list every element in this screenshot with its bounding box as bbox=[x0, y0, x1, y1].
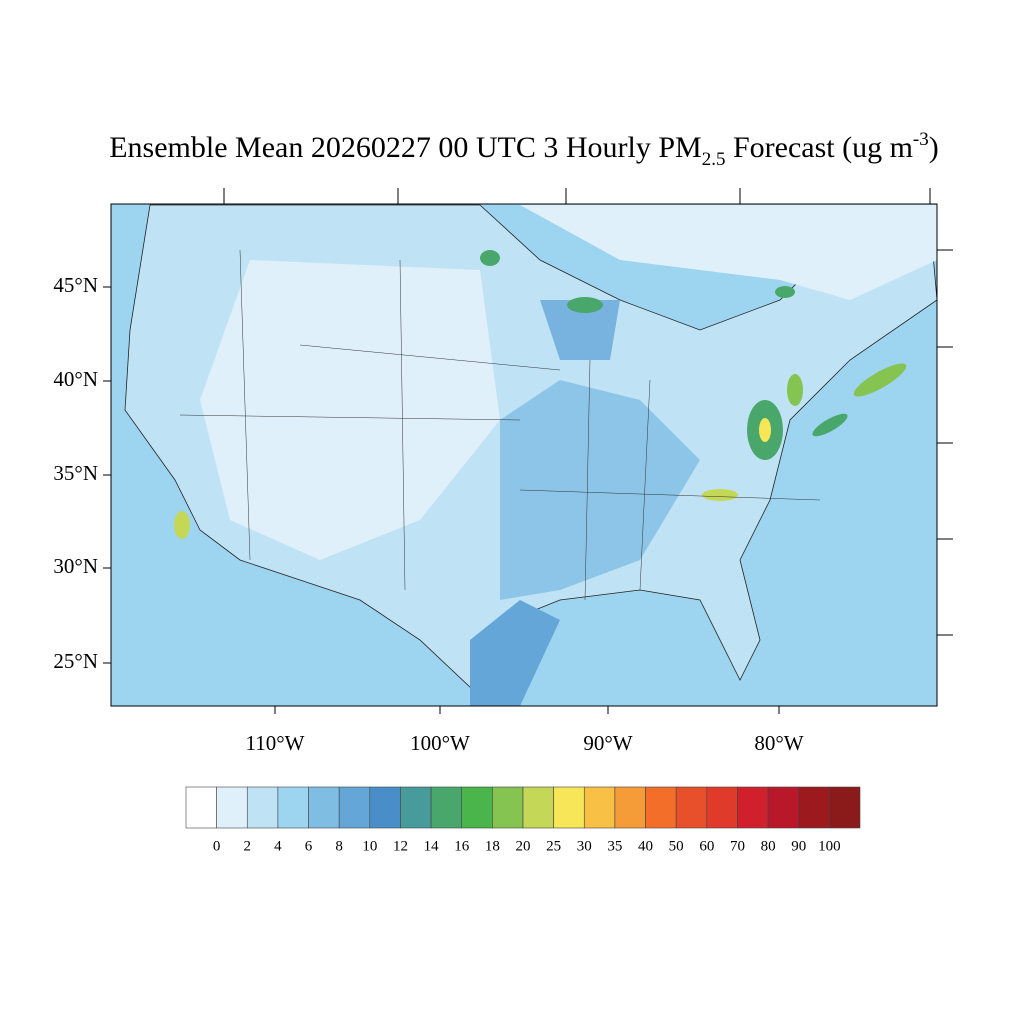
colorbar-box bbox=[492, 786, 524, 829]
colorbar-box bbox=[675, 786, 708, 829]
clean-air-region bbox=[520, 205, 937, 300]
clean-air-region bbox=[200, 260, 500, 560]
lon-label: 100°W bbox=[410, 731, 470, 755]
colorbar-label: 12 bbox=[393, 838, 408, 854]
lon-label: 110°W bbox=[246, 731, 305, 755]
state-borders bbox=[179, 249, 821, 601]
colorbar-box bbox=[338, 786, 371, 829]
colorbar-box bbox=[369, 786, 401, 829]
colorbar-label: 30 bbox=[577, 838, 592, 854]
colorbar-label: 40 bbox=[638, 838, 653, 854]
colorbar-box bbox=[461, 786, 493, 829]
colorbar-label: 25 bbox=[546, 838, 561, 854]
plume bbox=[853, 363, 907, 397]
colorbar-label: 60 bbox=[699, 838, 714, 854]
lat-label: 40°N bbox=[53, 367, 98, 391]
colorbar-label: 50 bbox=[669, 838, 684, 854]
plume bbox=[812, 413, 848, 437]
plume bbox=[775, 286, 795, 298]
lat-label: 30°N bbox=[53, 554, 98, 578]
colorbar-label: 16 bbox=[454, 838, 470, 854]
lat-label: 25°N bbox=[53, 649, 98, 673]
plume bbox=[787, 374, 803, 406]
colorbar-label: 90 bbox=[791, 838, 806, 854]
colorbar-label: 100 bbox=[818, 838, 841, 854]
colorbar-label: 70 bbox=[730, 838, 745, 854]
plume bbox=[480, 250, 500, 266]
map bbox=[111, 204, 937, 706]
axes: 45°N 40°N 35°N 30°N 25°N 110°W 100°W 90°W 80°W bbox=[53, 188, 953, 755]
plume bbox=[567, 297, 603, 313]
colorbar-box bbox=[706, 786, 738, 829]
haze-region bbox=[500, 380, 700, 600]
colorbar-box bbox=[246, 786, 279, 829]
colorbar-box bbox=[185, 786, 217, 829]
colorbar-box bbox=[430, 786, 463, 829]
lat-label: 35°N bbox=[53, 461, 98, 485]
haze-region bbox=[470, 600, 560, 706]
colorbar-label: 10 bbox=[362, 838, 377, 854]
colorbar-label: 80 bbox=[761, 838, 776, 854]
colorbar-box bbox=[798, 786, 830, 829]
colorbar-label: 6 bbox=[305, 838, 313, 854]
colorbar-box bbox=[216, 786, 248, 829]
lon-label: 80°W bbox=[754, 731, 803, 755]
title-subscript: 2.5 bbox=[702, 149, 726, 170]
colorbar-box bbox=[645, 786, 677, 829]
colorbar-box bbox=[553, 786, 585, 829]
title-close: ) bbox=[929, 131, 939, 164]
colorbar-label: 0 bbox=[213, 838, 221, 854]
plume bbox=[702, 489, 738, 501]
plume bbox=[759, 418, 771, 442]
title: Ensemble Mean 20260227 00 UTC 3 Hourly P… bbox=[109, 129, 939, 170]
haze-region bbox=[540, 300, 620, 360]
colorbar-label: 2 bbox=[244, 838, 252, 854]
colorbar-label: 18 bbox=[485, 838, 500, 854]
colorbar-box bbox=[522, 786, 554, 829]
colorbar-label: 35 bbox=[607, 838, 622, 854]
title-after: Forecast (ug m bbox=[725, 131, 912, 164]
colorbar-box bbox=[767, 786, 800, 829]
colorbar-box bbox=[614, 786, 646, 829]
map-frame bbox=[110, 203, 938, 707]
colorbar-label: 20 bbox=[516, 838, 531, 854]
colorbar-label: 14 bbox=[424, 838, 440, 854]
lon-label: 90°W bbox=[583, 731, 632, 755]
colorbar-box bbox=[277, 786, 309, 829]
colorbar-label: 4 bbox=[274, 838, 282, 854]
colorbar-box bbox=[583, 786, 616, 829]
colorbar-box bbox=[400, 786, 432, 829]
colorbar-box bbox=[308, 786, 340, 829]
colorbar-box bbox=[829, 786, 861, 829]
title-main: Ensemble Mean 20260227 00 UTC 3 Hourly P… bbox=[109, 131, 701, 164]
colorbar-label: 8 bbox=[335, 838, 343, 854]
plume bbox=[174, 511, 190, 539]
title-superscript: -3 bbox=[913, 129, 929, 150]
lat-label: 45°N bbox=[53, 273, 98, 297]
colorbar-box bbox=[737, 786, 769, 829]
colorbar: 0 2 4 6 8 10 12 14 16 18 20 25 30 35 40 50 60 70 80 90 100 bbox=[185, 786, 861, 854]
